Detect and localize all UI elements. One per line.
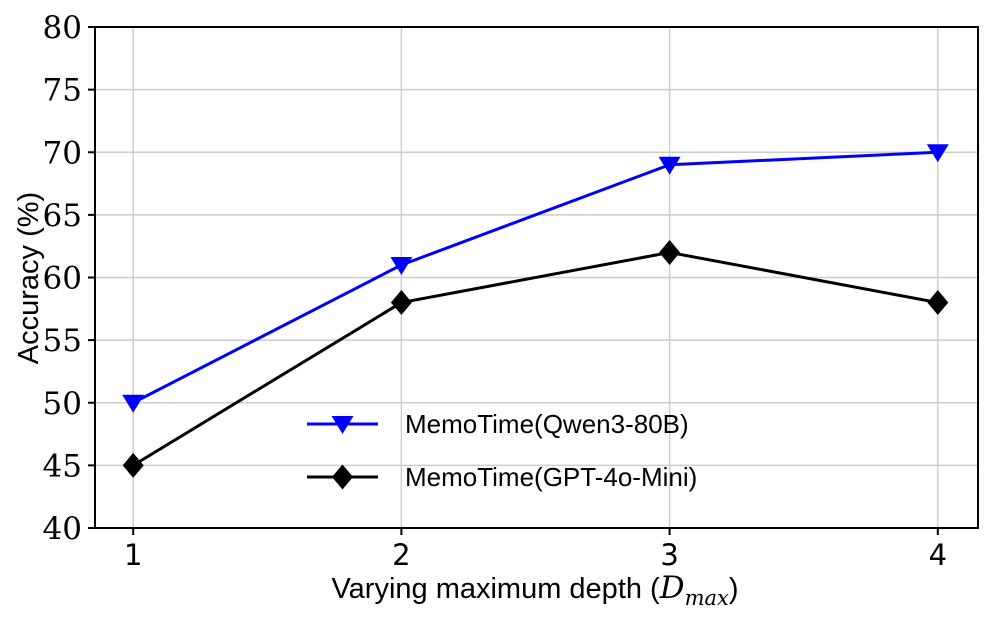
series-1-marker [659, 239, 681, 265]
legend-label-0: MemoTime(Qwen3-80B) [405, 409, 689, 439]
y-tick-label: 60 [43, 261, 82, 297]
y-tick-label: 70 [43, 135, 82, 171]
y-tick-label: 65 [43, 198, 82, 234]
series-1-marker [927, 290, 949, 316]
series-line-0 [132, 150, 938, 405]
x-tick-label: 1 [124, 538, 142, 572]
y-tick-label: 40 [43, 511, 82, 547]
y-tick-label: 55 [43, 323, 82, 359]
x-tick-label: 3 [660, 538, 678, 572]
series-1-marker [390, 290, 412, 316]
x-tick-label: 4 [929, 538, 947, 572]
y-tick-label: 80 [43, 10, 82, 46]
series-line-1 [132, 250, 939, 467]
legend-marker-0 [331, 416, 354, 434]
y-axis-label: Accuracy (%) [13, 192, 45, 364]
series-1-marker [122, 452, 144, 478]
series-0-marker [390, 256, 413, 275]
legend-label-1: MemoTime(GPT-4o-Mini) [405, 462, 697, 492]
x-axis-label-var: D [659, 570, 685, 606]
x-axis-label-sub: max [685, 586, 729, 610]
x-axis-label: Varying maximum depth (Dmax) [331, 570, 738, 610]
x-tick-label: 2 [392, 538, 410, 572]
y-tick-label: 45 [43, 448, 82, 484]
series-0-marker [926, 144, 949, 163]
x-axis-label-prefix: Varying maximum depth ( [331, 573, 660, 605]
x-axis-label-suffix: ) [729, 573, 739, 605]
series-0-marker [658, 156, 681, 175]
legend-marker-1 [332, 464, 353, 490]
y-tick-label: 50 [43, 386, 82, 422]
series-0-marker [122, 394, 145, 413]
y-tick-label: 75 [43, 73, 82, 109]
